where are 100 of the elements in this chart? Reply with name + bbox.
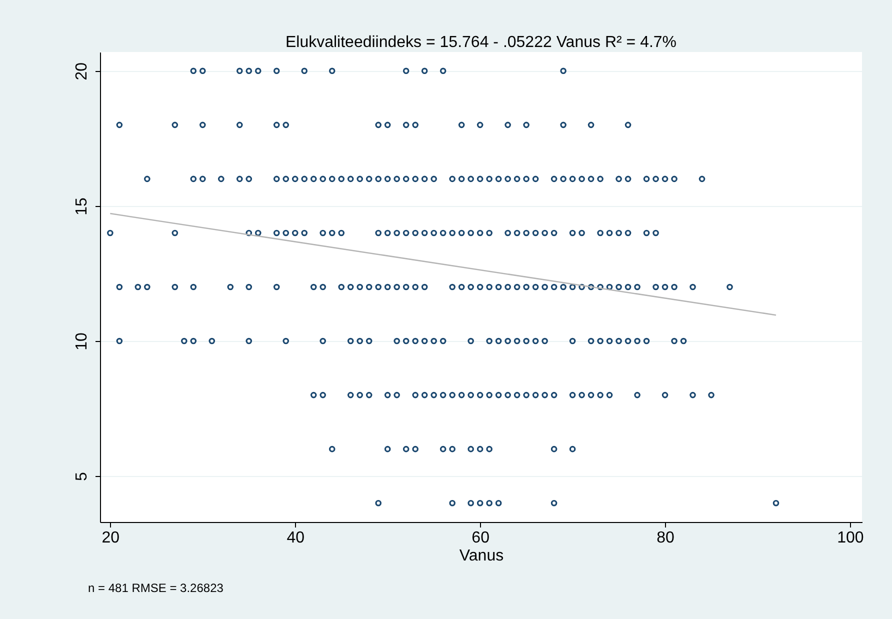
- point: [394, 338, 400, 344]
- point: [273, 122, 280, 128]
- point: [449, 446, 456, 452]
- point: [412, 392, 418, 398]
- point: [708, 392, 714, 398]
- point: [597, 284, 604, 290]
- point: [504, 230, 511, 236]
- point: [698, 176, 706, 182]
- point: [412, 338, 418, 344]
- point: [643, 176, 650, 182]
- point: [320, 392, 326, 398]
- point: [190, 68, 197, 74]
- point: [458, 230, 465, 236]
- x-axis-title: Vanus: [459, 548, 504, 564]
- point: [347, 176, 354, 182]
- point: [662, 392, 668, 398]
- point: [550, 176, 558, 182]
- point: [624, 230, 632, 236]
- point: [246, 230, 252, 236]
- point: [643, 338, 650, 344]
- point: [652, 284, 659, 290]
- point: [532, 338, 539, 344]
- point: [347, 284, 354, 290]
- point: [578, 284, 585, 290]
- point: [476, 284, 484, 290]
- point: [366, 176, 372, 182]
- point: [449, 230, 456, 236]
- point: [402, 446, 410, 452]
- point: [542, 338, 548, 344]
- point: [486, 338, 492, 344]
- point: [384, 176, 391, 182]
- point: [190, 338, 197, 344]
- point: [338, 284, 345, 290]
- point: [588, 284, 594, 290]
- point: [356, 176, 363, 182]
- point: [273, 284, 280, 290]
- point: [190, 176, 197, 182]
- point: [634, 338, 640, 344]
- point: [588, 392, 594, 398]
- point: [440, 338, 446, 344]
- point: [440, 68, 446, 74]
- point: [172, 284, 178, 290]
- point: [449, 284, 456, 290]
- x-tick-label: 100: [837, 530, 864, 546]
- point: [468, 392, 474, 398]
- point: [671, 284, 678, 290]
- point: [144, 176, 150, 182]
- point: [254, 230, 262, 236]
- point: [430, 230, 437, 236]
- point: [624, 338, 632, 344]
- point: [616, 230, 622, 236]
- point: [254, 68, 262, 74]
- point: [624, 122, 632, 128]
- point: [468, 230, 474, 236]
- point: [560, 122, 566, 128]
- point: [338, 230, 345, 236]
- point: [597, 176, 604, 182]
- point: [578, 176, 585, 182]
- point: [375, 284, 382, 290]
- point: [514, 230, 520, 236]
- point: [680, 338, 687, 344]
- point: [347, 338, 354, 344]
- point: [468, 338, 474, 344]
- point: [402, 176, 410, 182]
- point: [282, 176, 290, 182]
- point: [523, 122, 530, 128]
- point: [402, 68, 410, 74]
- point: [616, 284, 622, 290]
- point: [338, 176, 345, 182]
- point: [430, 176, 437, 182]
- point: [560, 68, 566, 74]
- point: [172, 230, 178, 236]
- point: [486, 284, 492, 290]
- point: [476, 500, 484, 506]
- point: [643, 230, 650, 236]
- point: [384, 284, 391, 290]
- point: [328, 446, 336, 452]
- point: [320, 338, 326, 344]
- point: [486, 500, 492, 506]
- point: [301, 230, 308, 236]
- point: [402, 230, 410, 236]
- point: [532, 392, 539, 398]
- point: [624, 284, 632, 290]
- point: [273, 176, 280, 182]
- point: [616, 338, 622, 344]
- point: [134, 284, 142, 290]
- point: [292, 176, 298, 182]
- point: [282, 338, 290, 344]
- point: [430, 392, 437, 398]
- point: [523, 230, 530, 236]
- point: [458, 122, 465, 128]
- point: [282, 230, 290, 236]
- point: [550, 284, 558, 290]
- point: [495, 284, 502, 290]
- point: [560, 284, 566, 290]
- point: [476, 230, 484, 236]
- point: [412, 230, 418, 236]
- point: [726, 284, 733, 290]
- point: [421, 338, 428, 344]
- point: [384, 122, 391, 128]
